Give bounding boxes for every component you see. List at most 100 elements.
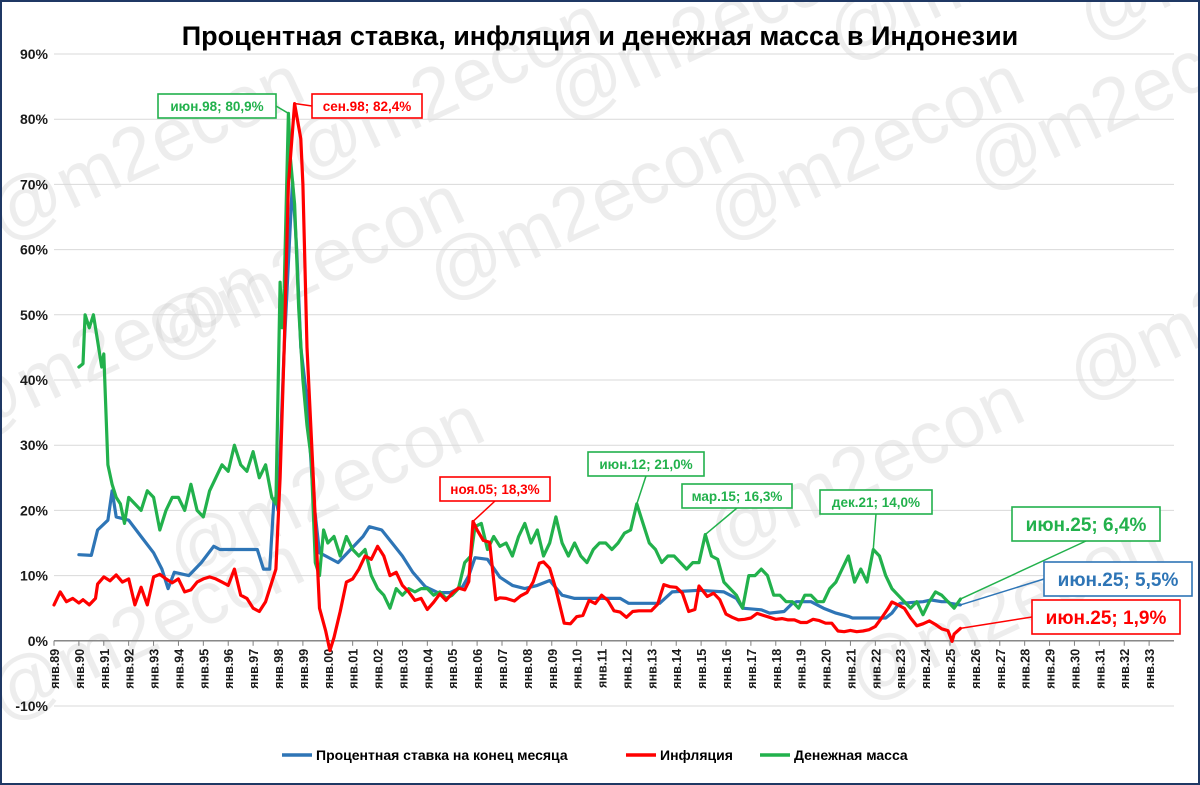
x-tick-label: янв.04 [421,649,435,689]
annotations: июн.98; 80,9% сен.98; 82,4% ноя.05; 18,3% и… [157,93,1193,635]
x-tick-label: янв.32 [1118,649,1132,689]
y-tick-label: 30% [20,437,49,453]
series-line-inflation [52,102,962,653]
x-tick-label: янв.99 [297,649,311,689]
x-tick-label: янв.15 [695,649,709,689]
annotation-box [681,483,793,509]
annotation-leader [704,507,738,536]
watermark-text: @m2econ [2,518,315,736]
x-tick-label: янв.11 [596,649,610,688]
chart-title: Процентная ставка, инфляция и денежная м… [182,21,1019,51]
annotation-leader [960,616,1033,630]
x-tick-label: янв.25 [944,649,958,689]
x-tick-label: янв.97 [247,649,261,689]
x-tick-label: янв.00 [322,649,336,689]
x-tick-label: янв.22 [869,649,883,689]
legend: Процентная ставка на конец месяца Инфляци… [282,747,908,763]
annotation-leader [472,500,496,523]
y-tick-label: 10% [20,568,49,584]
x-tick-label: янв.91 [98,649,112,689]
watermark-text: @m2econ [2,38,315,256]
x-tick-label: янв.92 [123,649,137,689]
annotation-box [1011,506,1161,542]
x-tick-label: янв.31 [1093,649,1107,689]
series-lines [52,102,962,653]
x-tick-label: янв.06 [471,649,485,689]
x-tick-label: янв.19 [795,649,809,689]
annotation-box [439,476,551,502]
x-tick-label: янв.30 [1068,649,1082,689]
x-tick-label: янв.20 [820,649,834,689]
x-tick-label: янв.28 [1019,649,1033,689]
x-axis: янв.89 янв.90 янв.91 янв.92 янв.93 янв.94 янв.… [48,640,1174,689]
x-tick-label: янв.10 [571,649,585,689]
x-tick-label: янв.89 [48,649,62,689]
annotation-leader [275,105,289,114]
x-tick-label: янв.94 [172,649,186,689]
annotation-label: ноя.05; 18,3% [450,482,539,497]
annotation-label: июн.25; 1,9% [1046,608,1167,629]
x-tick-label: янв.17 [745,649,759,689]
x-tick-label: янв.98 [272,649,286,689]
y-tick-label: 90% [20,46,49,62]
annotation-label: мар.15; 16,3% [692,489,783,504]
x-tick-label: янв.09 [546,649,560,689]
x-tick-label: янв.16 [720,649,734,689]
annotation-box [587,451,705,477]
y-tick-label: 60% [20,242,49,258]
legend-label: Денежная масса [794,747,908,763]
x-tick-label: янв.96 [222,649,236,689]
x-tick-label: янв.03 [396,649,410,689]
x-tick-label: янв.05 [446,649,460,689]
x-tick-label: янв.14 [670,649,684,689]
annotation-leader [294,102,313,107]
x-tick-label: янв.93 [148,649,162,689]
annotation-box [157,93,277,119]
annotation-leader [636,475,647,505]
x-tick-label: янв.26 [969,649,983,689]
y-axis-ticks: -10% 0% 10% 20% 30% 40% 50% 60% 70% 80% 90% [15,46,48,714]
x-tick-label: янв.12 [620,649,634,689]
y-tick-label: -10% [15,698,48,714]
annotation-label: июн.12; 21,0% [599,457,692,472]
annotation-label: июн.25; 6,4% [1026,515,1147,536]
annotation-box [311,93,423,119]
x-tick-label: янв.08 [521,649,535,689]
annotation-label: июн.98; 80,9% [170,99,263,114]
x-tick-label: янв.90 [73,649,87,689]
x-tick-label: янв.24 [919,649,933,689]
annotation-label: сен.98; 82,4% [323,99,411,114]
y-tick-label: 50% [20,307,49,323]
y-tick-label: 0% [28,633,49,649]
annotation-label: июн.25; 5,5% [1058,570,1179,591]
x-tick-label: янв.29 [1044,649,1058,689]
watermark-text: @m2econ [694,358,1036,576]
x-tick-label: янв.27 [994,649,1008,689]
x-tick-label: янв.13 [645,649,659,689]
x-tick-label: янв.23 [894,649,908,689]
legend-label: Процентная ставка на конец месяца [316,747,568,763]
y-tick-label: 40% [20,372,49,388]
annotation-box [819,489,933,515]
annotation-label: дек.21; 14,0% [832,495,920,510]
annotation-leader [960,578,1045,606]
y-tick-label: 20% [20,502,49,518]
x-tick-label: янв.95 [197,649,211,689]
x-tick-label: янв.07 [496,649,510,689]
annotation-box [1031,599,1181,635]
y-tick-label: 70% [20,176,49,192]
x-tick-label: янв.01 [347,649,361,689]
legend-label: Инфляция [660,747,733,763]
watermark-text: @m2econ [1054,198,1198,416]
annotation-leader [872,513,877,550]
x-tick-label: янв.33 [1143,649,1157,689]
x-tick-label: янв.18 [770,649,784,689]
annotation-leader [960,540,1087,600]
x-tick-label: янв.21 [844,649,858,689]
x-tick-label: янв.02 [372,649,386,689]
series-line-money-supply [77,111,962,617]
y-tick-label: 80% [20,111,49,127]
watermark-text: @m2econ [414,98,756,316]
